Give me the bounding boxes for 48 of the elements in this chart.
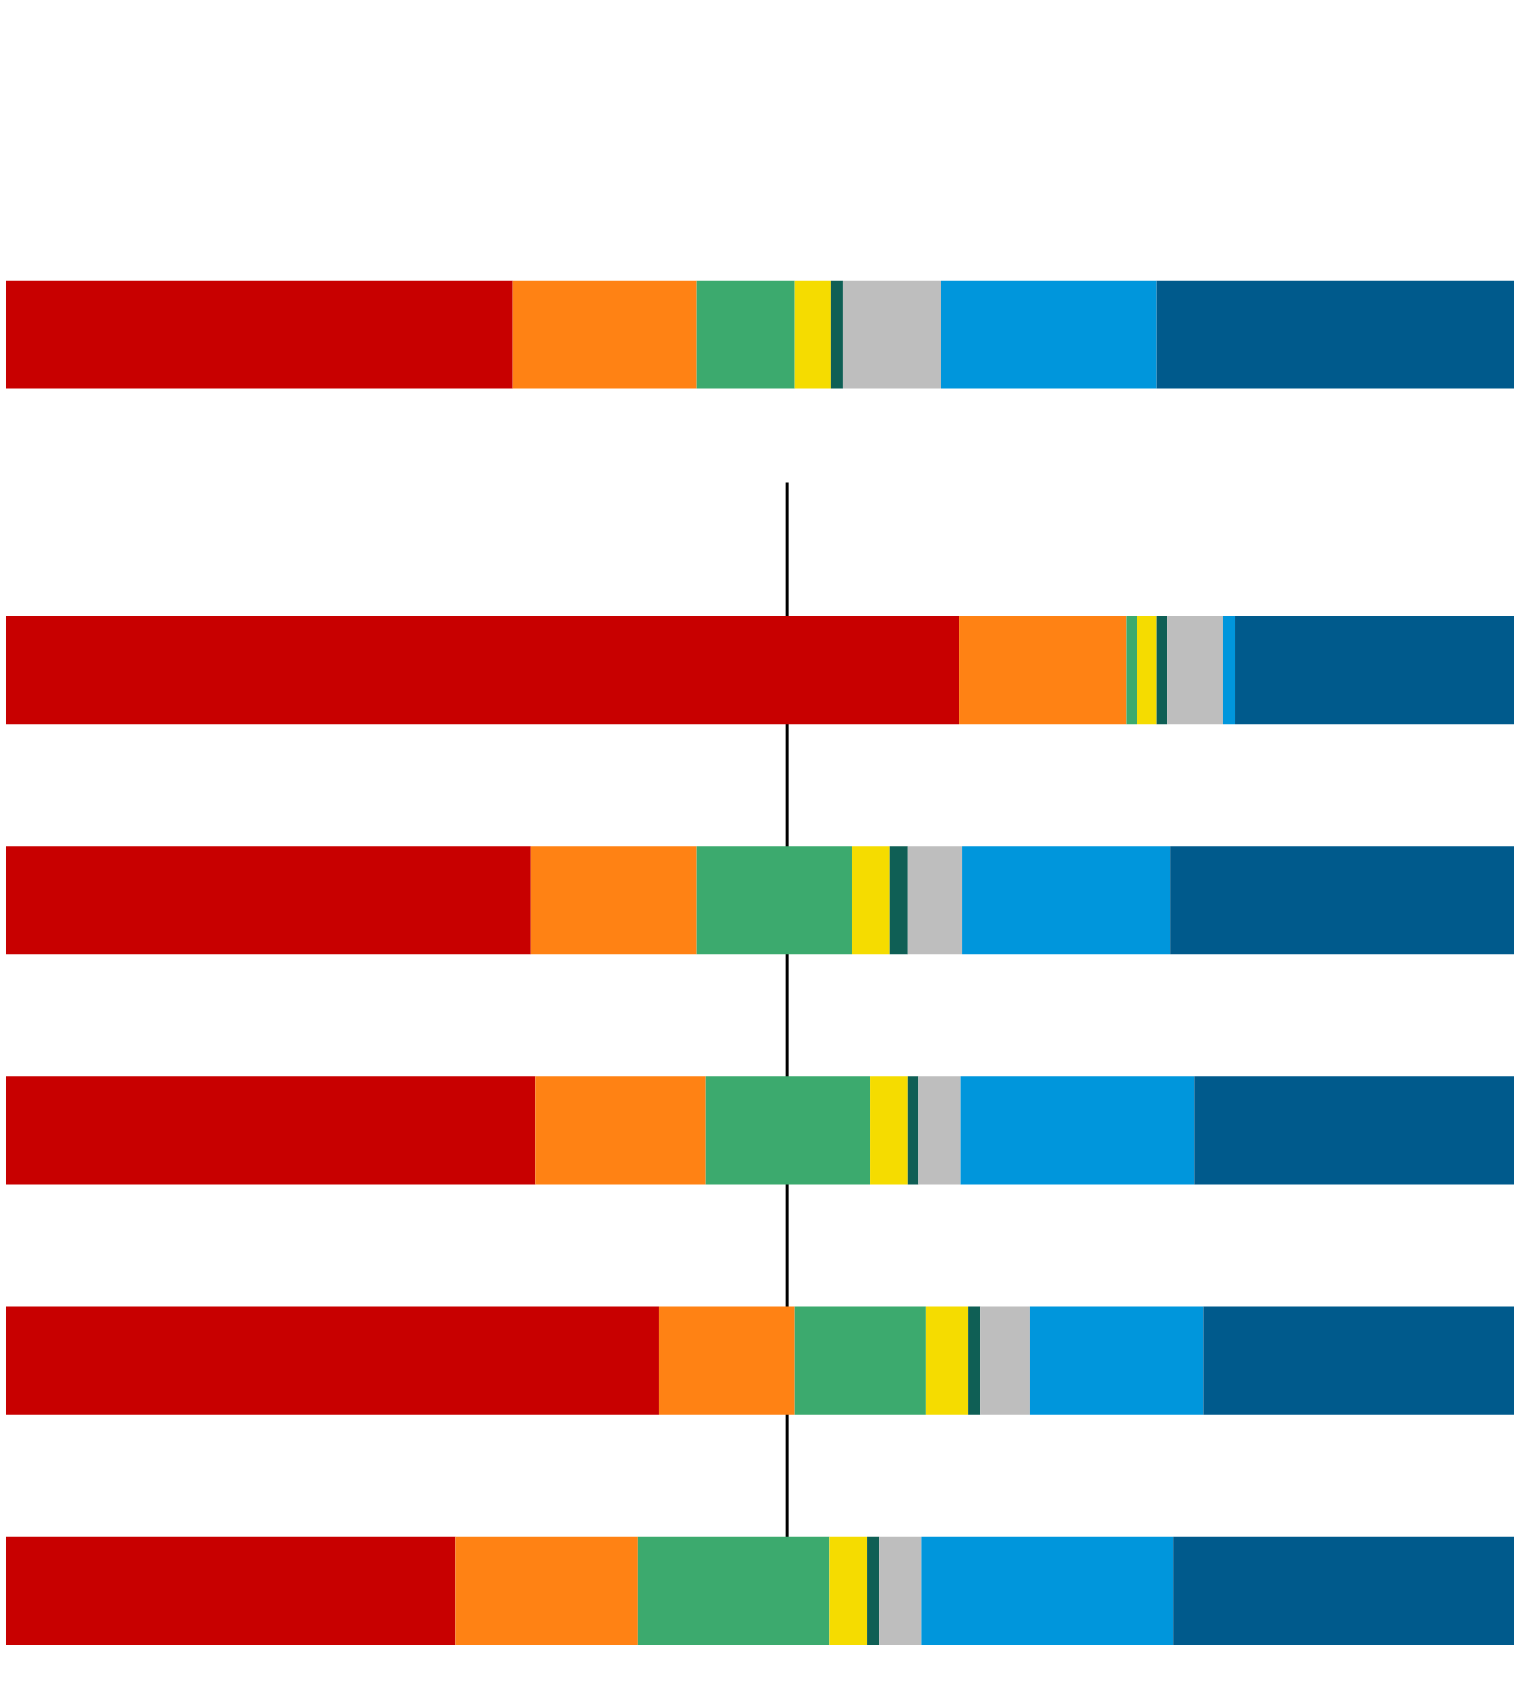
bar xyxy=(658,1306,795,1415)
bar xyxy=(960,1076,1195,1185)
bar xyxy=(530,846,697,955)
bar xyxy=(907,846,963,955)
bar xyxy=(1222,615,1236,725)
bar xyxy=(455,1536,638,1645)
bar xyxy=(830,280,843,389)
bar xyxy=(1029,1306,1204,1415)
bar xyxy=(794,1306,926,1415)
bar xyxy=(5,280,513,389)
bar xyxy=(870,1076,908,1185)
bar xyxy=(696,280,795,389)
bar xyxy=(5,1306,659,1415)
bar xyxy=(940,280,1157,389)
bar xyxy=(512,280,697,389)
bar xyxy=(1126,615,1137,725)
bar xyxy=(5,1076,536,1185)
bar xyxy=(5,846,531,955)
bar xyxy=(851,846,890,955)
bar xyxy=(5,1536,456,1645)
bar xyxy=(705,1076,871,1185)
bar xyxy=(842,280,941,389)
bar xyxy=(829,1536,868,1645)
bar xyxy=(1167,615,1223,725)
bar xyxy=(907,1076,919,1185)
bar xyxy=(867,1536,880,1645)
bar xyxy=(1137,615,1157,725)
bar xyxy=(968,1306,981,1415)
bar xyxy=(1194,1076,1515,1185)
bar xyxy=(962,846,1171,955)
bar xyxy=(1203,1306,1515,1415)
bar xyxy=(535,1076,706,1185)
bar xyxy=(794,280,831,389)
bar xyxy=(1170,846,1515,955)
bar xyxy=(637,1536,830,1645)
bar xyxy=(879,1536,922,1645)
bar xyxy=(1173,1536,1515,1645)
bar xyxy=(959,615,1127,725)
bar xyxy=(1156,615,1168,725)
bar xyxy=(918,1076,961,1185)
bar xyxy=(889,846,908,955)
bar xyxy=(1156,280,1515,389)
bar xyxy=(980,1306,1030,1415)
bar xyxy=(925,1306,969,1415)
bar xyxy=(5,615,960,725)
bar xyxy=(921,1536,1174,1645)
bar xyxy=(1235,615,1515,725)
bar xyxy=(696,846,852,955)
